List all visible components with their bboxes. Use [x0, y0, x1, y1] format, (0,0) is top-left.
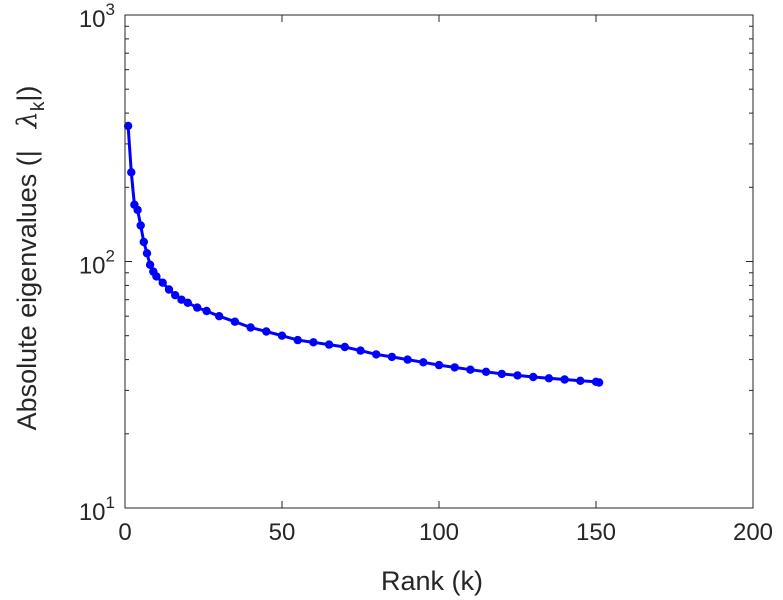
- data-point: [145, 260, 155, 269]
- data-point: [466, 365, 475, 374]
- data-point: [340, 342, 349, 352]
- x-tick-label: 150: [576, 519, 616, 546]
- data-point: [594, 378, 604, 387]
- plot-frame: [124, 14, 754, 509]
- y-axis-title-main: Absolute eigenvalues (|: [12, 150, 42, 430]
- data-point: [544, 374, 554, 383]
- data-point: [230, 317, 240, 326]
- data-point: [497, 369, 506, 379]
- data-point: [529, 372, 538, 382]
- data-point: [277, 331, 287, 340]
- y-tick-label: 101: [79, 493, 115, 526]
- data-point: [152, 272, 161, 281]
- data-point: [193, 303, 202, 312]
- y-axis-title-symbol: λ: [12, 111, 43, 129]
- data-point: [372, 350, 381, 359]
- y-tick-label-exponent: 3: [106, 0, 115, 19]
- data-point: [136, 221, 145, 230]
- data-point: [576, 376, 585, 385]
- x-tick-label: 100: [419, 519, 459, 546]
- data-point: [171, 291, 180, 300]
- x-axis-title: Rank (k): [381, 566, 483, 596]
- data-point: [262, 327, 271, 336]
- plot-series-layer: [123, 121, 604, 387]
- data-point: [387, 352, 397, 362]
- data-point: [158, 278, 167, 287]
- y-axis-title: Absolute eigenvalues (| λk|): [12, 86, 49, 431]
- data-point: [123, 121, 133, 131]
- y-tick-label: 102: [79, 247, 115, 280]
- y-tick-label-base: 10: [79, 6, 106, 33]
- data-point: [293, 335, 302, 345]
- data-point: [403, 355, 412, 364]
- data-point: [419, 358, 428, 367]
- data-point: [215, 312, 224, 321]
- data-point: [513, 371, 522, 380]
- x-tick-label: 0: [118, 519, 131, 546]
- data-point: [356, 346, 365, 355]
- y-tick-label-base: 10: [79, 499, 106, 526]
- data-point: [139, 237, 148, 247]
- y-tick-label: 103: [79, 0, 115, 33]
- x-tick-label: 50: [269, 519, 296, 546]
- y-axis-title-end: |): [12, 86, 42, 102]
- data-point: [434, 360, 444, 370]
- x-tick-label: 200: [733, 519, 773, 546]
- data-point: [202, 306, 211, 316]
- y-tick-label-exponent: 1: [106, 493, 115, 512]
- y-tick-label-base: 10: [79, 253, 106, 280]
- data-point: [183, 298, 192, 307]
- data-point: [177, 295, 186, 304]
- y-axis-title-subscript: k: [28, 101, 49, 111]
- data-point: [481, 367, 491, 376]
- data-point: [246, 323, 255, 332]
- data-point: [560, 375, 569, 384]
- series-line: [126, 125, 600, 384]
- data-point: [164, 285, 174, 294]
- y-tick-label-exponent: 2: [106, 247, 115, 266]
- data-point: [127, 168, 136, 177]
- data-point: [450, 363, 459, 372]
- data-point: [133, 205, 142, 215]
- data-point: [324, 340, 334, 349]
- data-point: [142, 249, 152, 258]
- data-point: [309, 338, 318, 347]
